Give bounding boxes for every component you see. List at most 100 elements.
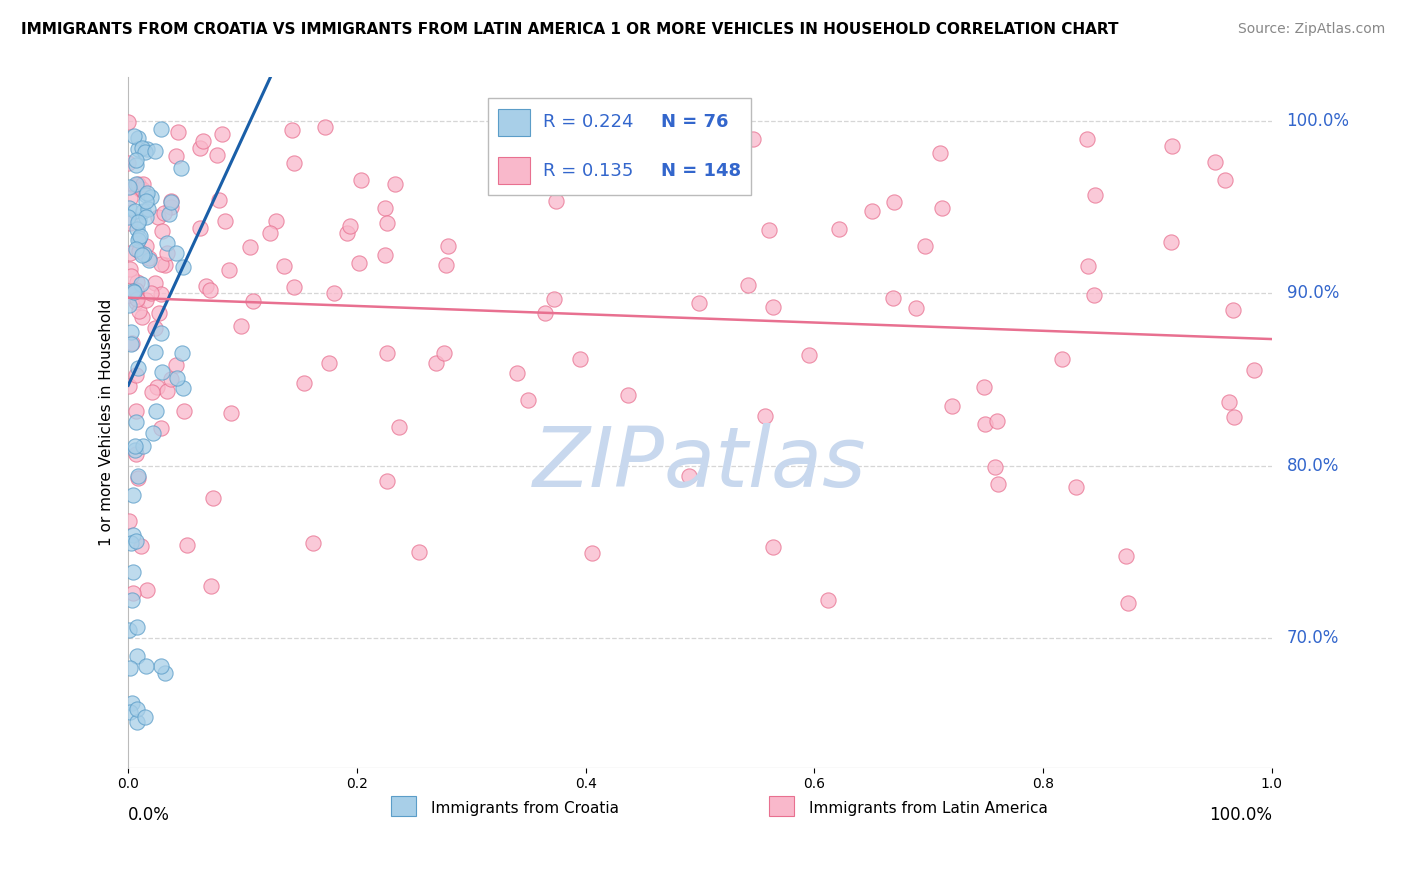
FancyBboxPatch shape bbox=[498, 157, 530, 184]
Point bbox=[904, 301, 927, 316]
Point bbox=[318, 356, 340, 370]
Point bbox=[239, 239, 262, 253]
Point bbox=[165, 358, 187, 372]
Point bbox=[167, 125, 190, 139]
Point bbox=[188, 141, 211, 155]
Point bbox=[157, 207, 180, 221]
Point bbox=[758, 223, 780, 237]
Point bbox=[1160, 235, 1182, 250]
Point bbox=[122, 565, 145, 579]
Point bbox=[127, 177, 149, 191]
Point bbox=[124, 204, 146, 219]
Y-axis label: 1 or more Vehicles in Household: 1 or more Vehicles in Household bbox=[100, 299, 114, 546]
FancyBboxPatch shape bbox=[391, 797, 416, 816]
Point bbox=[1066, 480, 1088, 494]
Point bbox=[138, 252, 160, 266]
Point bbox=[1223, 410, 1246, 425]
Text: 100.0%: 100.0% bbox=[1286, 112, 1350, 129]
Point bbox=[117, 515, 139, 529]
Point bbox=[202, 491, 225, 506]
Point bbox=[534, 306, 557, 320]
Point bbox=[636, 130, 658, 145]
Point bbox=[176, 538, 198, 552]
Point bbox=[117, 201, 139, 215]
Text: Immigrants from Croatia: Immigrants from Croatia bbox=[432, 801, 619, 816]
Point bbox=[125, 153, 148, 167]
Text: Source: ZipAtlas.com: Source: ZipAtlas.com bbox=[1237, 22, 1385, 37]
Point bbox=[1218, 394, 1240, 409]
Point bbox=[1084, 188, 1107, 202]
Point bbox=[131, 141, 153, 155]
Point bbox=[120, 325, 142, 339]
Point bbox=[517, 392, 540, 407]
Point bbox=[678, 469, 700, 483]
Point bbox=[425, 356, 447, 370]
Point bbox=[149, 420, 172, 434]
Point bbox=[150, 224, 173, 238]
Point bbox=[122, 586, 145, 600]
Point bbox=[125, 158, 148, 172]
Point bbox=[198, 284, 221, 298]
Point bbox=[124, 442, 146, 457]
Point bbox=[165, 149, 187, 163]
Point bbox=[127, 233, 149, 247]
Point bbox=[132, 439, 155, 453]
Point bbox=[135, 186, 157, 200]
Point bbox=[132, 177, 155, 191]
Point bbox=[156, 384, 179, 399]
Point bbox=[375, 346, 398, 360]
Point bbox=[218, 263, 240, 277]
Point bbox=[118, 179, 141, 194]
Point bbox=[120, 536, 142, 550]
Point bbox=[172, 260, 194, 275]
Point bbox=[127, 714, 149, 729]
Point bbox=[120, 706, 142, 720]
Point bbox=[617, 387, 640, 401]
Point bbox=[125, 292, 148, 306]
Point bbox=[127, 471, 149, 485]
Point bbox=[132, 204, 155, 219]
Point bbox=[127, 215, 149, 229]
Point bbox=[1161, 138, 1184, 153]
Point bbox=[283, 156, 305, 170]
Point bbox=[350, 173, 373, 187]
Point bbox=[1118, 596, 1140, 610]
Point bbox=[118, 661, 141, 675]
Point bbox=[375, 474, 398, 488]
Point bbox=[141, 384, 163, 399]
Point bbox=[135, 659, 157, 673]
Point bbox=[145, 380, 167, 394]
Point bbox=[121, 696, 143, 710]
Point bbox=[125, 221, 148, 235]
Point bbox=[150, 286, 173, 301]
Point bbox=[169, 161, 191, 175]
Point bbox=[156, 246, 179, 260]
Point bbox=[931, 201, 953, 215]
Point bbox=[283, 280, 305, 294]
Point bbox=[973, 380, 995, 394]
Point bbox=[984, 460, 1007, 475]
Point bbox=[132, 246, 155, 260]
Point bbox=[436, 239, 458, 253]
Point bbox=[143, 276, 166, 290]
Point bbox=[229, 318, 252, 333]
Point bbox=[125, 649, 148, 664]
FancyBboxPatch shape bbox=[488, 98, 751, 194]
Point bbox=[131, 182, 153, 196]
Point bbox=[153, 206, 176, 220]
Point bbox=[127, 142, 149, 156]
Point bbox=[127, 469, 149, 483]
Text: N = 76: N = 76 bbox=[661, 113, 728, 131]
Point bbox=[125, 447, 148, 461]
Text: 0.0%: 0.0% bbox=[128, 805, 170, 823]
Point bbox=[124, 179, 146, 194]
Point bbox=[335, 226, 357, 240]
Point bbox=[339, 219, 361, 233]
Point bbox=[146, 210, 169, 224]
Point bbox=[323, 285, 346, 300]
Point bbox=[135, 188, 157, 202]
Point bbox=[131, 248, 153, 262]
Point bbox=[264, 214, 287, 228]
Point bbox=[207, 148, 229, 162]
Point bbox=[124, 129, 146, 144]
